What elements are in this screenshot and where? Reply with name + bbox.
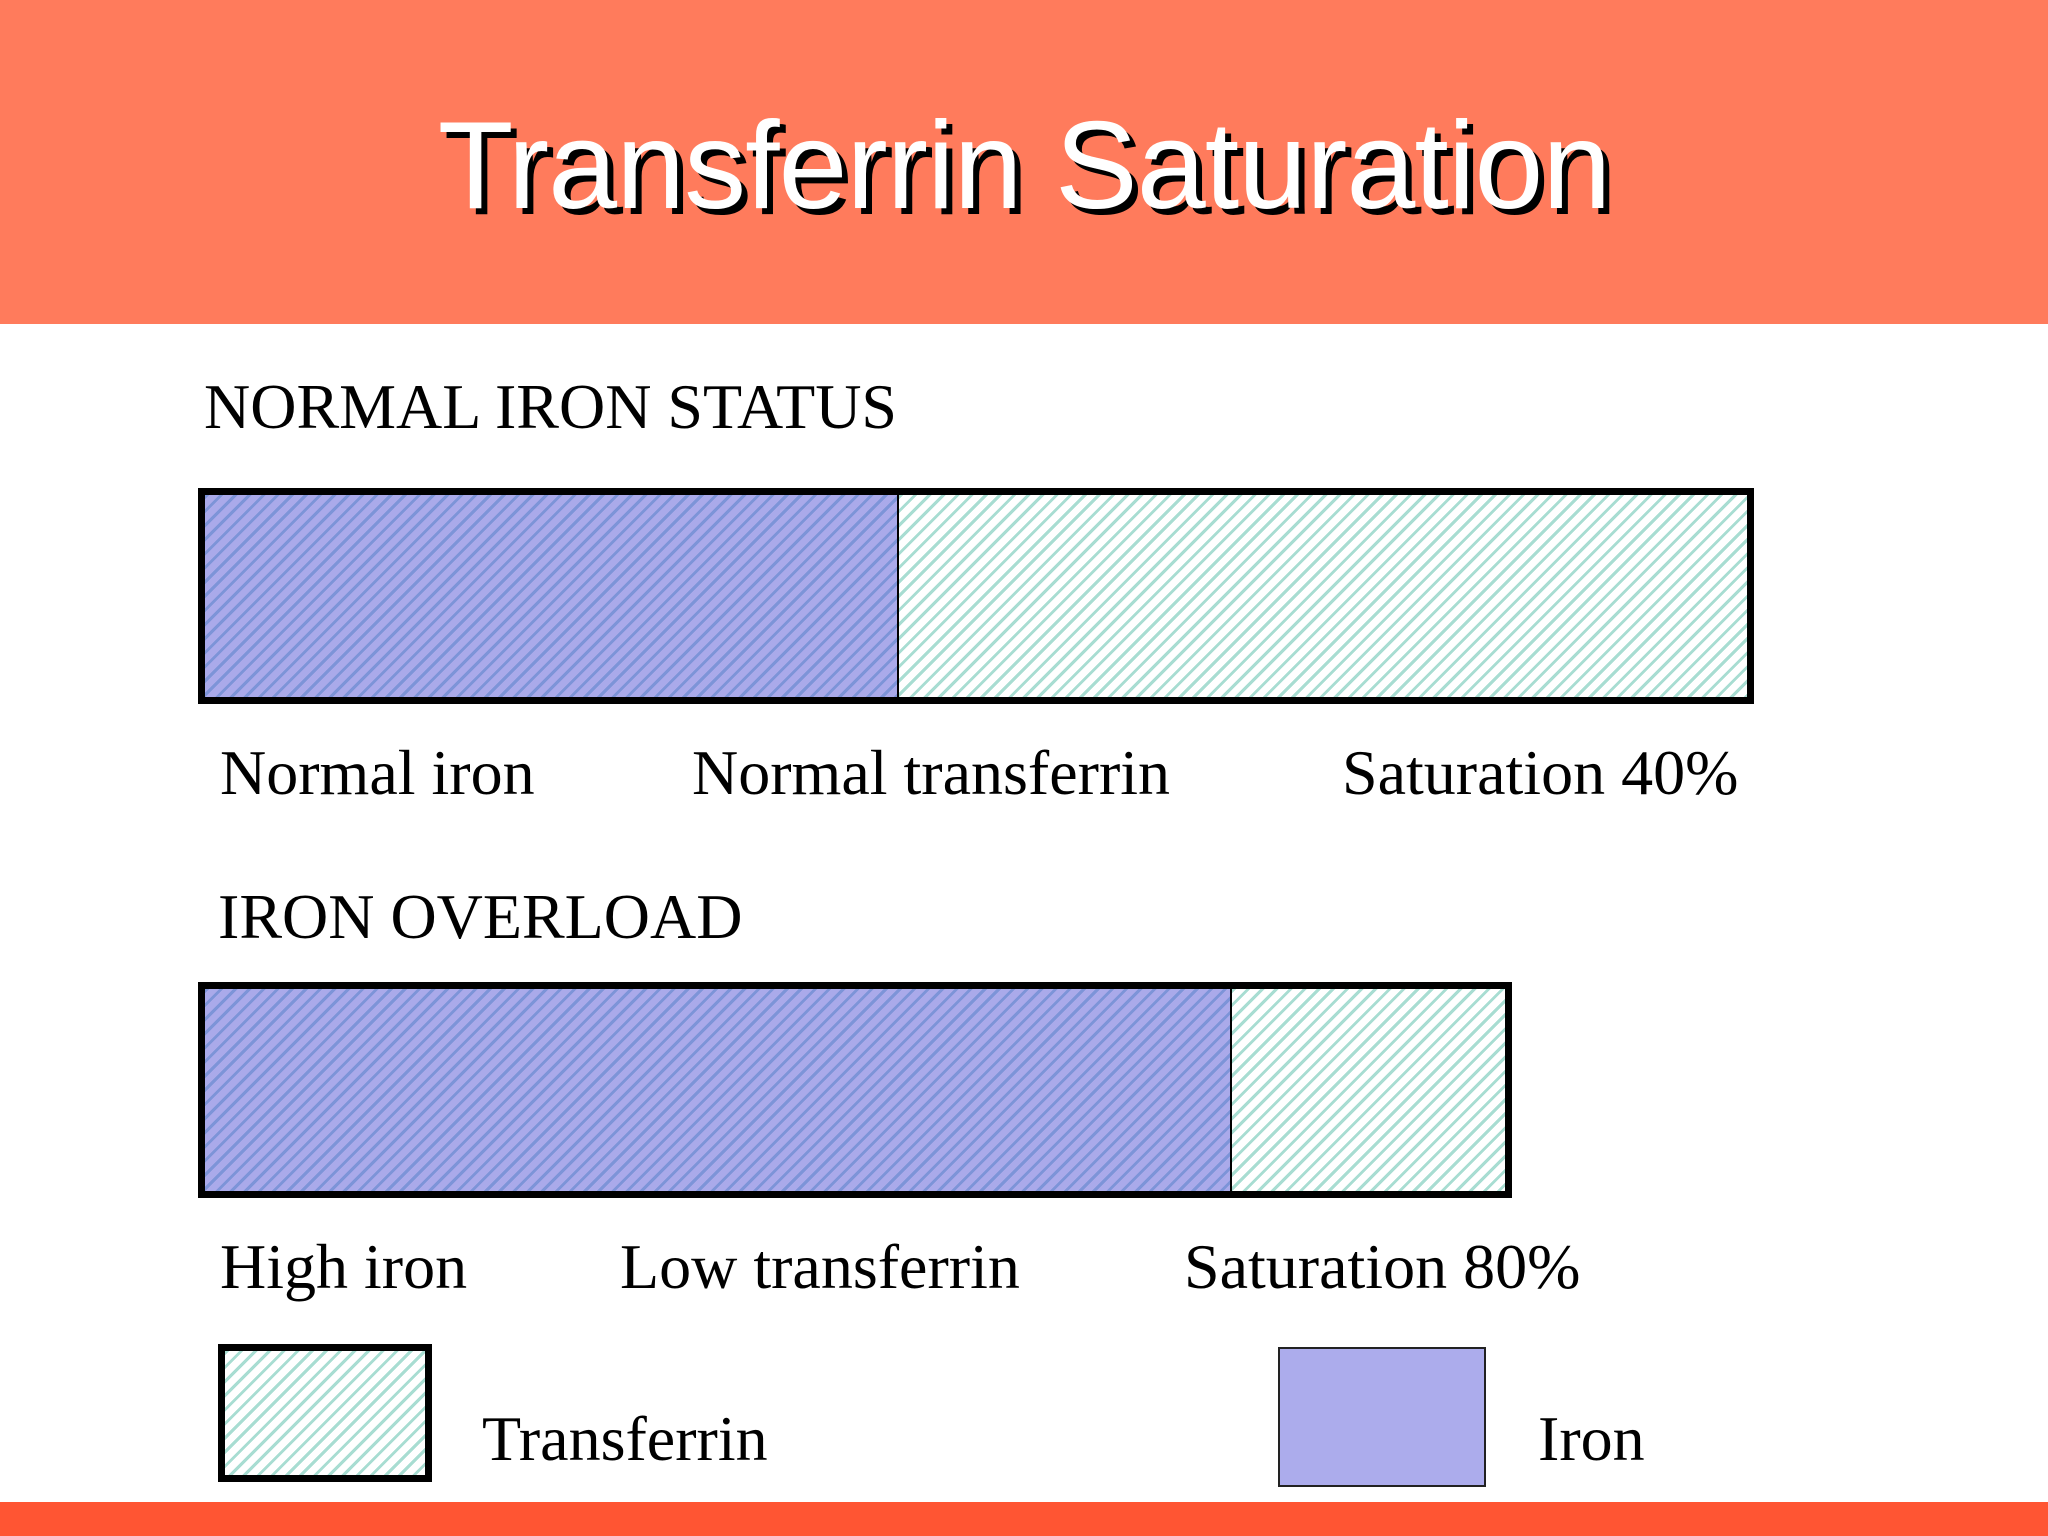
legend-transferrin-swatch	[218, 1344, 432, 1482]
overload-iron-label: High iron	[220, 1231, 468, 1302]
overload-transferrin-segment	[1232, 989, 1505, 1191]
normal-heading: NORMAL IRON STATUS	[204, 371, 897, 442]
legend-iron-swatch	[1278, 1347, 1486, 1487]
normal-transferrin-segment	[898, 495, 1747, 697]
overload-heading: IRON OVERLOAD	[218, 881, 743, 952]
normal-iron-segment	[205, 495, 899, 697]
overload-saturation-label: Saturation 80%	[1184, 1231, 1581, 1302]
title-banner: Transferrin Saturation	[0, 0, 2048, 324]
overload-bar	[198, 982, 1512, 1198]
overload-iron-segment	[205, 989, 1232, 1191]
normal-bar	[198, 488, 1754, 704]
normal-transferrin-label: Normal transferrin	[692, 737, 1171, 808]
normal-saturation-label: Saturation 40%	[1342, 737, 1739, 808]
legend-transferrin-label: Transferrin	[482, 1403, 768, 1474]
footer-bar	[0, 1502, 2048, 1536]
overload-transferrin-label: Low transferrin	[620, 1231, 1020, 1302]
normal-iron-label: Normal iron	[220, 737, 535, 808]
legend-iron-label: Iron	[1538, 1403, 1645, 1474]
slide-title: Transferrin Saturation	[437, 97, 1612, 235]
